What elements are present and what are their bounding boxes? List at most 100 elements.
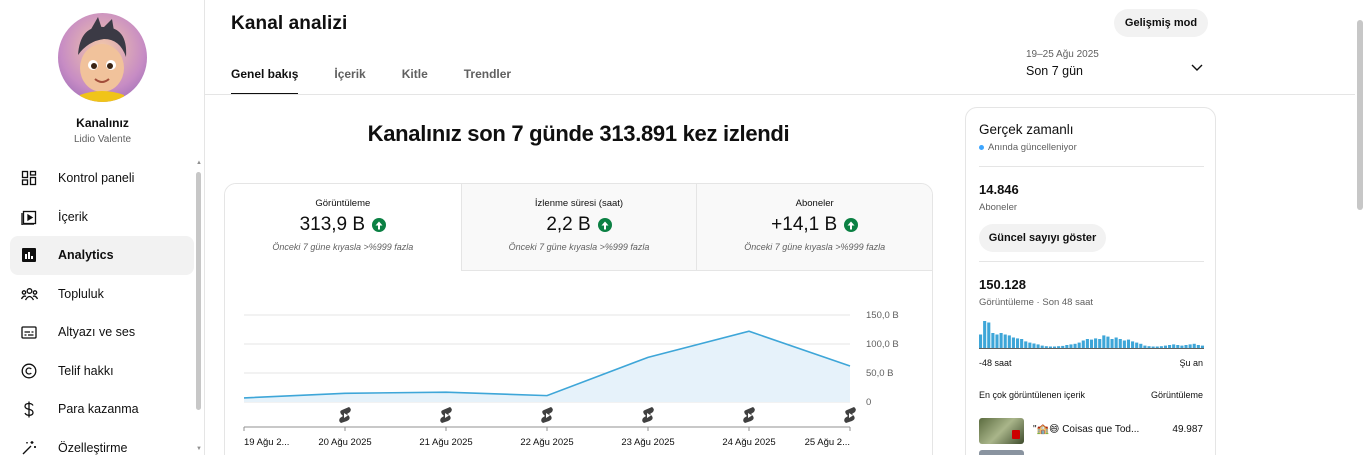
realtime-bar[interactable] (1168, 345, 1172, 348)
sidebar-item-subtitles[interactable]: Altyazı ve ses (10, 313, 194, 352)
realtime-bar[interactable] (1172, 344, 1176, 348)
realtime-bar[interactable] (1122, 340, 1126, 349)
realtime-bar[interactable] (1163, 345, 1168, 348)
realtime-bar[interactable] (1131, 341, 1135, 348)
shorts-icon[interactable] (440, 407, 452, 423)
main-scrollbar[interactable] (1357, 20, 1363, 210)
sidebar-item-analytics[interactable]: Analytics (10, 236, 194, 275)
realtime-bar[interactable] (1048, 346, 1052, 349)
sidebar-item-dashboard[interactable]: Kontrol paneli (10, 159, 194, 198)
realtime-bar[interactable] (987, 322, 991, 349)
realtime-bar[interactable] (1057, 346, 1061, 348)
metric-subscribers[interactable]: Aboneler +14,1 B Önceki 7 güne kıyasla >… (696, 184, 932, 271)
y-tick-label: 0 (866, 397, 871, 408)
realtime-bar[interactable] (1024, 341, 1028, 348)
sidebar-scrollbar[interactable] (196, 172, 201, 410)
realtime-bar[interactable] (1114, 337, 1118, 349)
metric-value-row: +14,1 B (697, 214, 932, 236)
realtime-bar[interactable] (1061, 345, 1065, 348)
realtime-bar[interactable] (1188, 344, 1192, 348)
realtime-bar[interactable] (1102, 335, 1106, 348)
realtime-bar[interactable] (1036, 344, 1040, 348)
video-thumbnail[interactable] (979, 418, 1024, 444)
shorts-icon[interactable] (642, 407, 654, 423)
date-range-text[interactable]: 19–25 Ağu 2025 (1026, 49, 1099, 60)
sidebar-item-copyright[interactable]: Telif hakkı (10, 352, 194, 391)
sidebar-item-content[interactable]: İçerik (10, 198, 194, 237)
shorts-icon[interactable] (339, 407, 351, 423)
x-tick-label: 21 Ağu 2025 (419, 437, 472, 448)
realtime-bar[interactable] (1147, 346, 1151, 348)
realtime-bar[interactable] (983, 321, 987, 348)
realtime-bar[interactable] (1077, 342, 1081, 348)
realtime-bar[interactable] (1155, 346, 1159, 349)
content-icon (20, 208, 38, 226)
views-chart[interactable]: 0 50,0 B 100,0 B 150,0 B 19 Ağu 2... 20 Ağu 2… (225, 271, 933, 455)
realtime-bar[interactable] (1011, 337, 1015, 349)
scroll-up-arrow[interactable]: ▲ (196, 160, 202, 166)
analytics-icon (20, 246, 38, 264)
top-video-title[interactable]: "🏫😄 Coisas que Tod... (1033, 424, 1140, 435)
realtime-bar[interactable] (1139, 343, 1143, 348)
shorts-icon[interactable] (743, 407, 755, 423)
realtime-bar[interactable] (1094, 338, 1098, 348)
video-thumbnail[interactable] (979, 450, 1024, 455)
realtime-bar[interactable] (1040, 345, 1044, 348)
metric-value-row: 2,2 B (462, 214, 697, 236)
realtime-bar[interactable] (1003, 334, 1007, 349)
realtime-bar[interactable] (1007, 335, 1011, 348)
shorts-icon[interactable] (541, 407, 553, 423)
realtime-bar[interactable] (1176, 345, 1180, 348)
realtime-bar[interactable] (1065, 345, 1069, 348)
realtime-bar[interactable] (999, 333, 1003, 348)
realtime-bar-chart[interactable] (979, 318, 1204, 352)
realtime-bar[interactable] (1151, 346, 1155, 349)
realtime-bar[interactable] (1032, 343, 1036, 349)
shorts-icon[interactable] (844, 407, 856, 423)
metric-watch-time[interactable]: İzlenme süresi (saat) 2,2 B Önceki 7 gün… (460, 184, 697, 271)
metric-views[interactable]: Görüntüleme 313,9 B Önceki 7 güne kıyasl… (225, 184, 461, 271)
realtime-bar[interactable] (991, 333, 995, 348)
realtime-bar[interactable] (1044, 346, 1048, 348)
community-icon (20, 285, 38, 303)
tab-overview[interactable]: Genel bakış (231, 67, 299, 95)
show-current-count-button[interactable]: Güncel sayıyı göster (979, 224, 1106, 252)
realtime-bar[interactable] (1015, 338, 1020, 348)
tab-trends[interactable]: Trendler (463, 67, 512, 81)
realtime-bar[interactable] (1052, 346, 1057, 349)
realtime-bar[interactable] (1135, 342, 1139, 348)
realtime-bar[interactable] (1180, 345, 1184, 348)
realtime-bar[interactable] (1028, 342, 1032, 348)
realtime-bar[interactable] (1020, 339, 1024, 348)
realtime-bar[interactable] (1196, 345, 1200, 348)
realtime-bar[interactable] (1081, 340, 1085, 349)
realtime-bar[interactable] (1200, 345, 1204, 348)
realtime-bar[interactable] (1073, 343, 1077, 348)
scroll-down-arrow[interactable]: ▼ (196, 446, 202, 452)
metric-value: 2,2 B (546, 214, 591, 235)
realtime-bar[interactable] (1106, 336, 1110, 348)
realtime-bar[interactable] (1159, 346, 1163, 348)
sidebar-item-community[interactable]: Topluluk (10, 275, 194, 314)
tab-audience[interactable]: Kitle (401, 67, 428, 81)
realtime-bar[interactable] (1069, 344, 1073, 348)
chevron-down-icon[interactable] (1190, 60, 1204, 78)
sidebar-item-customization[interactable]: Özelleştirme (10, 429, 194, 455)
realtime-bar[interactable] (1143, 345, 1147, 348)
realtime-bar[interactable] (979, 334, 983, 349)
realtime-bar[interactable] (1184, 345, 1188, 348)
channel-avatar[interactable] (58, 13, 147, 102)
realtime-bar[interactable] (1085, 339, 1089, 348)
sidebar-item-monetization[interactable]: Para kazanma (10, 390, 194, 429)
realtime-bar[interactable] (1126, 339, 1131, 348)
period-selector[interactable]: Son 7 gün (1026, 64, 1083, 78)
realtime-bar[interactable] (1118, 339, 1122, 348)
realtime-bar[interactable] (995, 334, 999, 349)
header-divider (205, 94, 1355, 95)
tab-content[interactable]: İçerik (334, 67, 366, 81)
realtime-bar[interactable] (1098, 339, 1102, 348)
realtime-bar[interactable] (1089, 339, 1094, 348)
advanced-mode-button[interactable]: Gelişmiş mod (1114, 9, 1208, 37)
realtime-bar[interactable] (1192, 343, 1196, 348)
realtime-bar[interactable] (1110, 339, 1114, 348)
